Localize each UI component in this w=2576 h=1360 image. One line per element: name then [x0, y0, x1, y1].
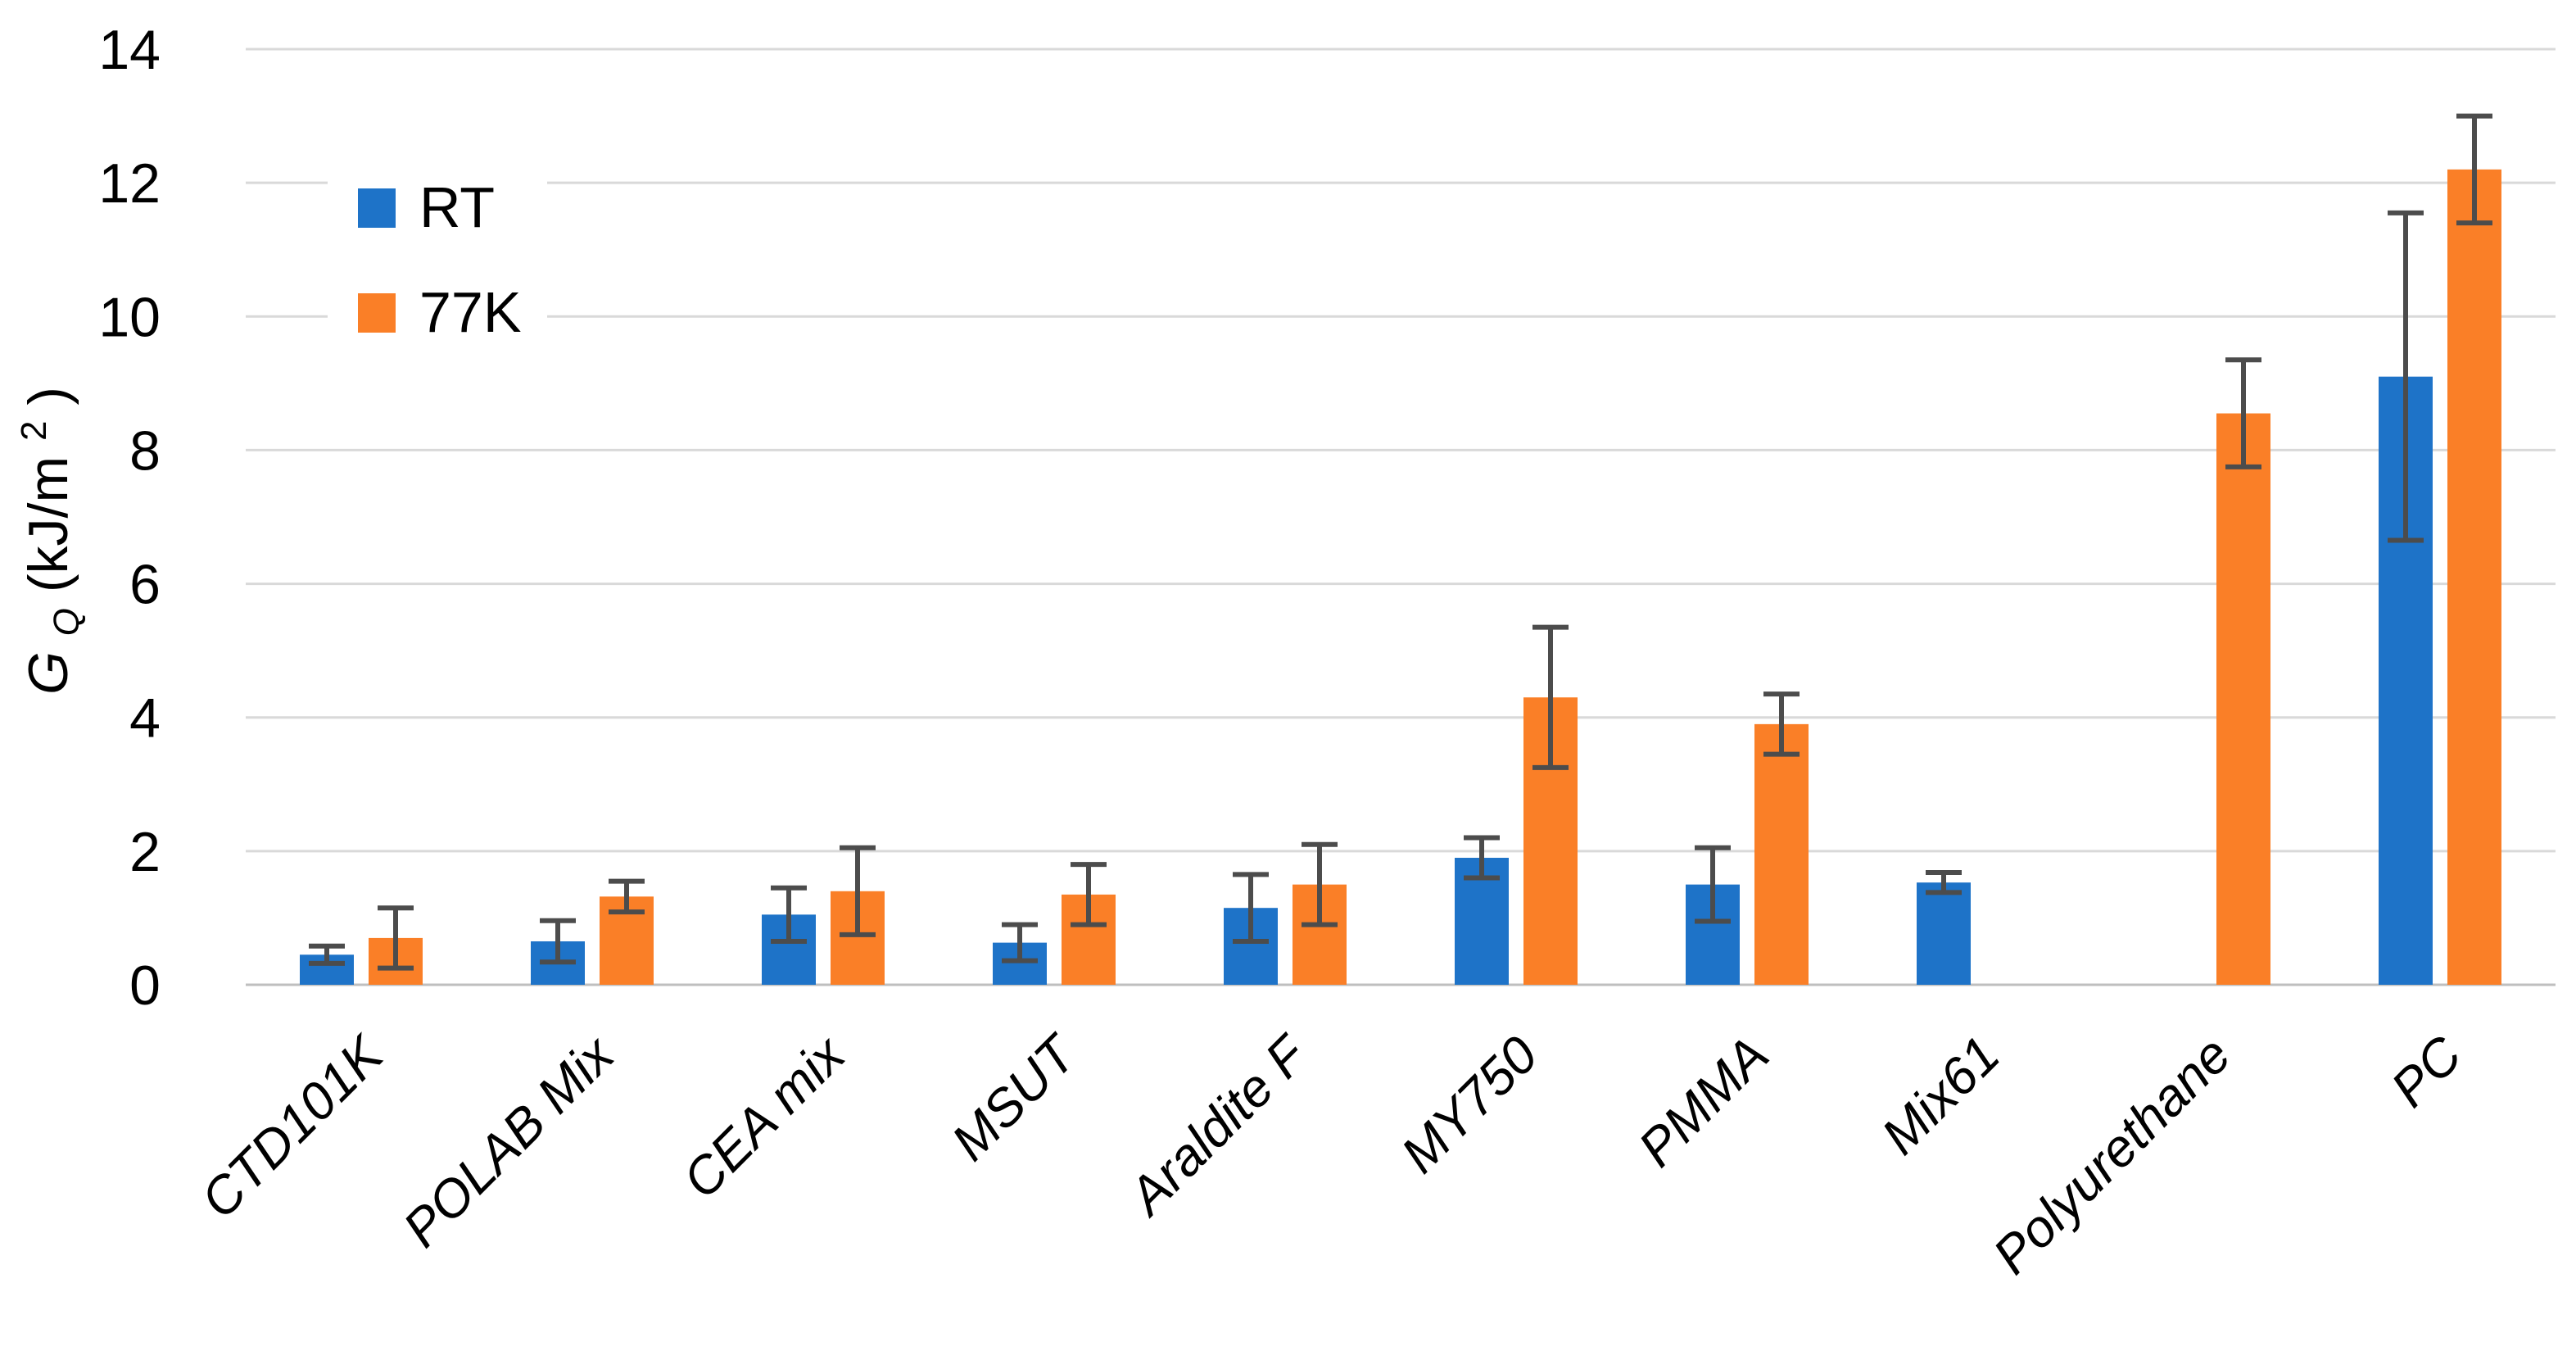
y-axis-units-suffix: ): [17, 387, 79, 406]
error-bar-rt-ctd101k: [309, 943, 345, 966]
bar-rt-mix61: [1917, 882, 1971, 985]
legend-label-rt: RT: [419, 175, 495, 239]
x-label-pc: PC: [2379, 1024, 2473, 1117]
error-bar-77k-msut: [1071, 862, 1107, 927]
y-axis-title: G Q (kJ/m 2 ): [0, 387, 91, 695]
error-bar-77k-ctd101k: [378, 905, 414, 971]
legend-label-77k: 77K: [419, 280, 522, 344]
x-label-mix61: Mix61: [1870, 1025, 2011, 1166]
legend-swatch-77k: [358, 293, 396, 333]
error-bar-rt-pmma: [1695, 845, 1731, 924]
error-bar-77k-araldite-f: [1302, 841, 1338, 927]
y-axis-superscript: 2: [14, 421, 54, 441]
y-axis-symbol: G: [17, 651, 79, 695]
error-bar-77k-polyurethane: [2225, 357, 2261, 469]
error-bar-rt-pc: [2388, 210, 2424, 543]
error-bar-rt-my750: [1464, 835, 1500, 881]
y-tick-label-0: 0: [129, 954, 161, 1017]
bar-77k-pc: [2447, 169, 2501, 986]
error-bar-rt-polab-mix: [540, 918, 576, 965]
error-bar-rt-araldite-f: [1233, 872, 1269, 944]
bars-layer: [300, 113, 2501, 986]
y-tick-label-4: 4: [129, 687, 161, 750]
y-tick-label-8: 8: [129, 419, 161, 482]
y-tick-label-10: 10: [98, 286, 161, 348]
x-label-cea-mix: CEA mix: [672, 1024, 858, 1210]
x-label-araldite-f: Araldite F: [1116, 1022, 1320, 1227]
gridlines-layer: [246, 48, 2556, 986]
bar-77k-pmma: [1754, 723, 1809, 985]
error-bar-rt-mix61: [1926, 869, 1962, 895]
x-label-ctd101k: CTD101K: [189, 1023, 396, 1230]
x-label-msut: MSUT: [940, 1022, 1089, 1172]
x-label-my750: MY750: [1390, 1025, 1550, 1185]
error-bar-rt-msut: [1002, 922, 1038, 963]
error-bar-77k-polab-mix: [609, 878, 645, 915]
y-axis-units-prefix: (kJ/m: [17, 456, 79, 592]
legend-swatch-rt: [358, 188, 396, 228]
error-bar-rt-cea-mix: [771, 885, 807, 944]
x-label-polab-mix: POLAB Mix: [392, 1024, 626, 1258]
legend: RT 77K: [328, 162, 547, 357]
error-bar-77k-cea-mix: [840, 845, 876, 937]
x-label-pmma: PMMA: [1627, 1025, 1780, 1178]
y-tick-label-12: 12: [98, 152, 161, 215]
bar-77k-polyurethane: [2216, 413, 2270, 985]
y-tick-label-6: 6: [129, 554, 161, 616]
error-bar-77k-my750: [1532, 624, 1569, 770]
error-bar-77k-pmma: [1763, 691, 1800, 757]
y-axis-subscript: Q: [47, 608, 87, 636]
x-label-polyurethane: Polyurethane: [1981, 1025, 2242, 1285]
y-tick-label-14: 14: [98, 19, 161, 81]
error-bar-77k-pc: [2456, 113, 2492, 226]
y-tick-label-2: 2: [129, 821, 161, 883]
